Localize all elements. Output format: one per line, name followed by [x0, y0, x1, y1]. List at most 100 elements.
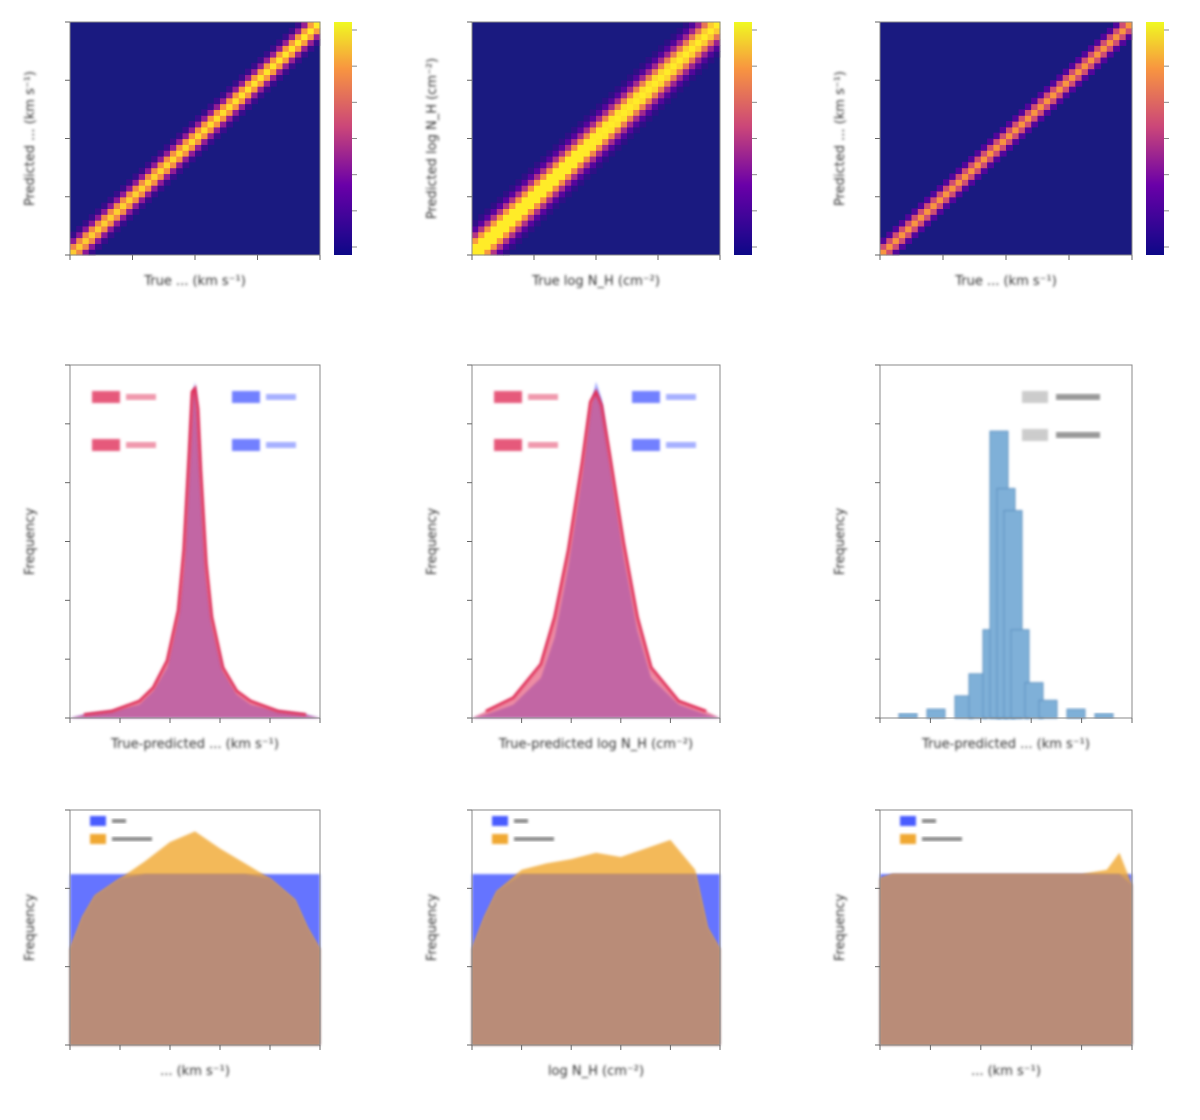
- heatmap-2-cell: [602, 144, 609, 151]
- heatmap-2-cell: [472, 237, 479, 244]
- heatmap-3-cell: [974, 173, 982, 180]
- heatmap-1-cell: [226, 91, 234, 99]
- heatmap-2-cell: [627, 91, 634, 99]
- heatmap-1-cell: [176, 161, 184, 169]
- heatmap-1-cell: [188, 150, 196, 157]
- distribution-2-ylabel: Frequency: [425, 894, 440, 961]
- heatmap-3-cell: [1062, 91, 1070, 99]
- heatmap-1-cell: [145, 196, 152, 204]
- heatmap-1-cell: [220, 103, 227, 110]
- heatmap-1-cell: [188, 155, 196, 163]
- heatmap-1-cell: [176, 144, 184, 151]
- heatmap-1-cell: [170, 150, 177, 157]
- heatmap-2-cell: [515, 202, 523, 209]
- heatmap-3-cell: [1037, 115, 1045, 122]
- heatmap-1-cell: [232, 115, 240, 122]
- heatmap-3-cell: [1069, 86, 1076, 93]
- heatmap-2-cell: [682, 51, 690, 58]
- heatmap-2-cell: [664, 97, 671, 105]
- distribution-3-frame: [879, 809, 1133, 1046]
- heatmap-1-cell: [126, 196, 134, 204]
- heatmap-1-cell: [170, 144, 177, 151]
- heatmap-1-cell: [88, 214, 96, 221]
- heatmap-2-cell: [689, 33, 696, 41]
- heatmap-2-cell: [645, 56, 653, 64]
- distribution-1-ylabel: Frequency: [23, 894, 38, 961]
- heatmap-1-cell: [120, 190, 127, 198]
- heatmap-2-cell: [682, 80, 690, 87]
- heatmap-2-cell: [596, 109, 603, 116]
- heatmap-1-cell: [213, 126, 221, 134]
- heatmap-2-cell: [620, 103, 628, 110]
- heatmap-2-cell: [620, 121, 628, 128]
- heatmap-2-cell: [682, 74, 690, 81]
- heatmap-2-cell: [589, 161, 597, 169]
- heatmap-2-cell: [558, 185, 566, 192]
- heatmap-2-cell: [620, 115, 628, 122]
- heatmap-1-cell: [113, 196, 121, 204]
- residuals-3-xlabel: True-predicted ... (km s⁻¹): [921, 737, 1090, 752]
- heatmap-1-cell: [238, 103, 246, 110]
- heatmap-2-cell: [633, 80, 640, 87]
- heatmap-1-ylabel: Predicted ... (km s⁻¹): [23, 71, 38, 206]
- heatmap-2-cell: [620, 91, 628, 99]
- heatmap-2-cell: [633, 74, 640, 81]
- residuals-3-bar: [1038, 699, 1058, 719]
- heatmap-2-cell: [658, 74, 665, 81]
- heatmap-2-cell: [614, 115, 622, 122]
- heatmap-3-cell: [987, 138, 994, 145]
- heatmap-3-cell: [1125, 33, 1133, 41]
- heatmap-2-cell: [565, 132, 572, 140]
- heatmap-2-cell: [658, 56, 665, 64]
- heatmap-2-cell: [682, 22, 690, 29]
- heatmap-2-cell: [490, 231, 498, 239]
- heatmap-3-cell: [892, 249, 900, 256]
- heatmap-3-cell: [930, 202, 938, 209]
- heatmap-2-cell: [521, 173, 529, 180]
- heatmap-2-cell: [633, 121, 640, 128]
- heatmap-1-cell: [201, 115, 209, 122]
- heatmap-2-cell: [614, 121, 622, 128]
- heatmap-3-cell: [1056, 86, 1064, 93]
- heatmap-2-cell: [589, 144, 597, 151]
- heatmap-2-cell: [527, 202, 535, 209]
- distribution-1-xlabel: ... (km s⁻¹): [160, 1064, 230, 1079]
- heatmap-2-cell: [670, 68, 678, 76]
- heatmap-1-cell: [88, 249, 96, 256]
- heatmap-1-cell: [220, 126, 227, 134]
- heatmap-2-cell: [707, 39, 715, 46]
- heatmap-2-cell: [664, 80, 671, 87]
- heatmap-2-cell: [695, 27, 702, 35]
- heatmap-2-cell: [552, 167, 560, 175]
- heatmap-1-cell: [307, 39, 315, 46]
- heatmap-3-cell: [1081, 62, 1089, 70]
- heatmap-3-cell: [1125, 27, 1133, 35]
- heatmap-2-cell: [509, 190, 516, 198]
- heatmap-2-cell: [515, 237, 523, 244]
- heatmap-1-cell: [270, 68, 277, 76]
- heatmap-3-cell: [1069, 68, 1076, 76]
- heatmap-1-cell: [295, 27, 302, 35]
- heatmap-2-cell: [695, 62, 702, 70]
- heatmap-1-cell: [95, 231, 102, 239]
- heatmap-3-cell: [1012, 126, 1020, 134]
- heatmap-1-cell: [138, 167, 146, 175]
- heatmap-1-cell: [251, 86, 259, 93]
- heatmap-1-cell: [138, 173, 146, 180]
- heatmap-2-cell: [509, 237, 516, 244]
- heatmap-1-cell: [257, 86, 265, 93]
- heatmap-3-cell: [892, 237, 900, 244]
- heatmap-2-cell: [565, 150, 572, 157]
- residuals-2-legend-swatch: [494, 439, 522, 451]
- heatmap-3-cell: [924, 202, 931, 209]
- heatmap-2-cell: [565, 155, 572, 163]
- heatmap-3-cell: [880, 237, 887, 244]
- heatmap-1-cell: [176, 138, 184, 145]
- heatmap-1-cell: [307, 22, 315, 29]
- distribution-2-overlap: [472, 874, 720, 1045]
- heatmap-3-cell: [936, 196, 944, 204]
- heatmap-1-cell: [232, 86, 240, 93]
- heatmap-1-cell: [120, 214, 127, 221]
- heatmap-2-cell: [689, 68, 696, 76]
- heatmap-2-cell: [658, 62, 665, 70]
